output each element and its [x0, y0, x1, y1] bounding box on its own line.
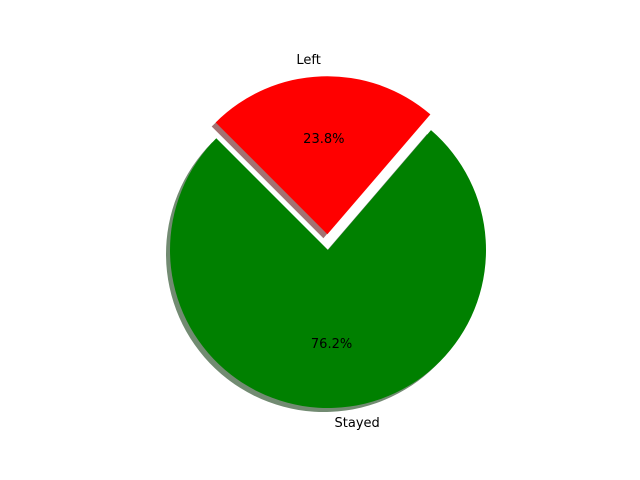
pie-slice-stayed [170, 130, 487, 409]
pie-slice-left [215, 76, 431, 235]
pie-label-stayed: Stayed [335, 416, 380, 431]
pie-label-layer: Stayed 76.2% Left 23.8% [296, 53, 379, 431]
pie-pct-label-stayed: 76.2% [311, 337, 352, 352]
pie-label-left: Left [296, 53, 320, 68]
pie-pct-label-left: 23.8% [303, 132, 344, 147]
pie-slice-layer [170, 76, 487, 409]
